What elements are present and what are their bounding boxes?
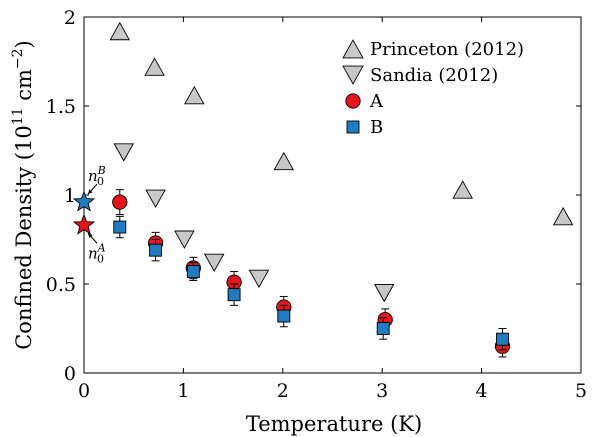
data-point	[452, 180, 473, 199]
star-label-n0B: nB 0	[88, 164, 106, 188]
data-point	[174, 230, 195, 249]
x-axis-label: Temperature (K)	[246, 412, 422, 436]
y-axis-label-main: Confined Density (10	[12, 125, 36, 350]
y-tick-label: 2	[64, 7, 76, 29]
y-axis-label-unit: cm	[12, 69, 36, 107]
data-point	[203, 253, 225, 273]
legend-marker	[342, 39, 364, 59]
annotation-arrowhead	[88, 233, 93, 239]
legend-label: A	[369, 91, 384, 112]
data-point	[248, 269, 270, 289]
series-princeton-2012	[109, 21, 574, 226]
data-point	[496, 332, 509, 346]
data-point	[145, 189, 166, 208]
legend-label: Sandia (2012)	[370, 65, 498, 86]
y-tick-label: 1	[64, 185, 76, 207]
data-point	[144, 57, 165, 76]
data-point	[376, 322, 390, 335]
y-tick-label: 0.5	[46, 274, 76, 296]
legend-marker	[346, 120, 360, 134]
data-point	[227, 288, 241, 302]
y-axis-label-close: )	[12, 40, 36, 48]
data-point	[373, 283, 395, 303]
star-marker-n0B	[72, 190, 96, 212]
data-point	[109, 21, 131, 41]
y-axis-label-unit-exp: −2	[10, 48, 26, 69]
legend-label: B	[370, 117, 383, 138]
data-point	[552, 206, 574, 226]
data-point	[113, 220, 127, 234]
x-tick-label: 3	[376, 380, 388, 402]
y-axis-label: Confined Density (1011 cm−2)	[10, 40, 36, 350]
data-point	[113, 143, 135, 162]
legend-label: Princeton (2012)	[370, 39, 524, 60]
y-axis-label-exp: 11	[10, 107, 26, 125]
series-a	[112, 189, 511, 358]
y-tick-label: 1.5	[46, 96, 76, 118]
legend-marker	[345, 93, 361, 109]
data-point	[277, 309, 291, 323]
x-tick-label: 0	[78, 380, 90, 402]
star-marker-n0A	[72, 213, 96, 235]
x-tick-label: 5	[575, 380, 587, 402]
series-sandia-2012	[113, 143, 395, 303]
annotation-arrowhead	[88, 189, 93, 195]
data-point	[186, 265, 200, 278]
data-point	[184, 85, 205, 105]
y-tick-label: 0	[64, 363, 76, 385]
data-point	[112, 194, 128, 210]
data-point	[149, 243, 163, 257]
legend-marker	[342, 65, 364, 85]
star-label-n0A: nA 0	[88, 241, 106, 265]
data-point	[273, 151, 295, 171]
x-tick-label: 2	[277, 380, 289, 402]
x-tick-label: 4	[476, 380, 488, 402]
series-b	[113, 215, 509, 351]
x-tick-label: 1	[177, 380, 189, 402]
